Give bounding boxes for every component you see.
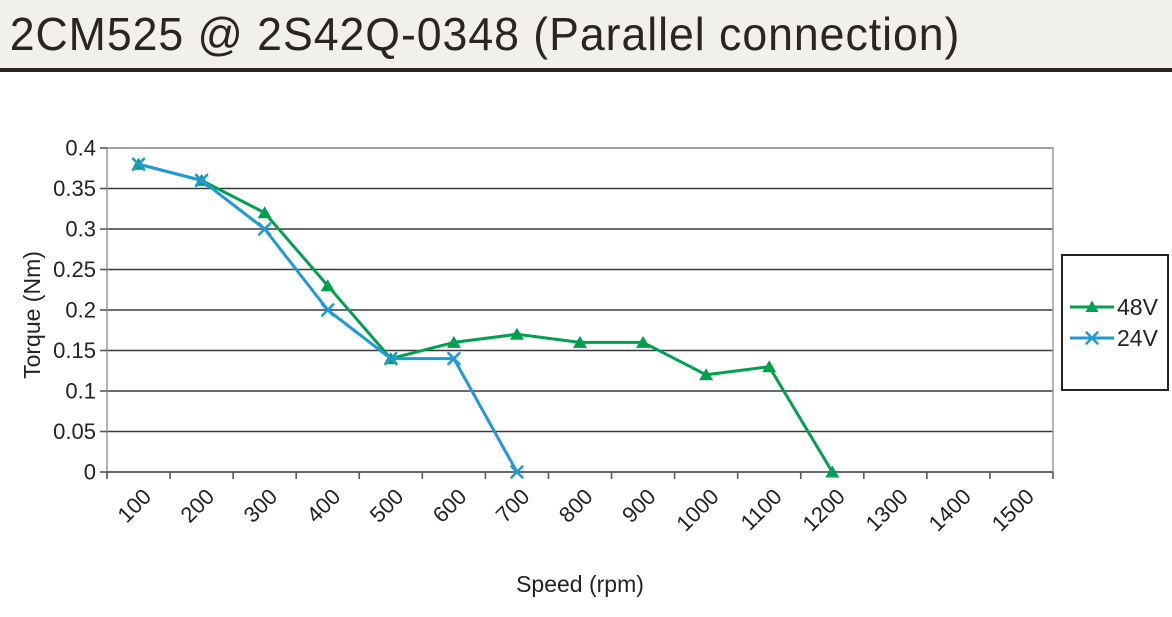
x-marker-icon bbox=[257, 222, 272, 236]
y-tick-label: 0.35 bbox=[53, 176, 96, 201]
x-marker-icon bbox=[1085, 331, 1099, 345]
x-marker-icon bbox=[510, 465, 524, 479]
triangle-marker-icon bbox=[509, 327, 524, 340]
triangle-marker-icon bbox=[320, 279, 335, 292]
legend-item-48v: 48V bbox=[1070, 294, 1159, 320]
series-group bbox=[131, 157, 840, 479]
x-axis-title: Speed (rpm) bbox=[516, 571, 644, 597]
x-tick-label: 1500 bbox=[987, 484, 1039, 536]
triangle-marker-icon bbox=[573, 335, 587, 348]
triangle-marker-icon bbox=[636, 335, 651, 348]
series-24v bbox=[131, 157, 524, 479]
chart-title: 2CM525 @ 2S42Q-0348 (Parallel connection… bbox=[9, 8, 961, 60]
x-tick-label: 1200 bbox=[798, 484, 850, 536]
triangle-marker-icon bbox=[257, 206, 272, 219]
y-tick-label: 0.05 bbox=[53, 419, 96, 444]
x-tick-label: 1000 bbox=[671, 484, 723, 536]
x-tick-label: 400 bbox=[302, 484, 346, 528]
x-marker-icon bbox=[320, 303, 335, 317]
tick-label-group: 0 0.05 0.1 0.15 0.2 0.25 0.3 0.35 0.4 100 200 300 40… bbox=[53, 136, 1039, 537]
y-tick-label: 0.2 bbox=[65, 298, 96, 323]
legend-label-24v: 24V bbox=[1117, 325, 1159, 351]
y-tick-label: 0.25 bbox=[53, 257, 96, 282]
x-tick-label: 1300 bbox=[861, 484, 913, 536]
y-axis-title: Torque (Nm) bbox=[19, 251, 45, 379]
axis-group bbox=[100, 147, 1054, 479]
x-marker-icon bbox=[384, 351, 398, 366]
x-tick-label: 500 bbox=[365, 484, 409, 528]
y-tick-label: 0.1 bbox=[65, 379, 96, 404]
y-tick-label: 0.3 bbox=[65, 217, 96, 242]
y-tick-label: 0 bbox=[84, 460, 96, 485]
x-tick-label: 800 bbox=[554, 484, 598, 528]
y-tick-label: 0.15 bbox=[53, 338, 96, 363]
triangle-marker-icon bbox=[762, 360, 777, 373]
series-line-24v bbox=[137, 162, 519, 474]
chart-svg: 0 0.05 0.1 0.15 0.2 0.25 0.3 0.35 0.4 100 200 300 40… bbox=[19, 136, 1169, 597]
series-48v bbox=[131, 157, 840, 478]
x-tick-label: 900 bbox=[617, 484, 661, 528]
chart-header: 2CM525 @ 2S42Q-0348 (Parallel connection… bbox=[0, 0, 1172, 72]
legend-label-48v: 48V bbox=[1117, 294, 1159, 320]
x-marker-icon bbox=[131, 157, 146, 171]
triangle-marker-icon bbox=[825, 465, 840, 478]
x-tick-label: 300 bbox=[239, 484, 283, 528]
gridlines-group bbox=[107, 147, 1053, 473]
x-marker-icon bbox=[447, 351, 461, 366]
triangle-marker-icon bbox=[699, 368, 714, 381]
triangle-marker-icon bbox=[1085, 300, 1099, 312]
series-line-48v bbox=[137, 162, 834, 474]
triangle-marker-icon bbox=[446, 335, 461, 348]
x-tick-label: 100 bbox=[112, 484, 156, 528]
x-tick-label: 700 bbox=[491, 484, 535, 528]
x-tick-label: 1400 bbox=[924, 484, 976, 536]
legend: 48V 24V bbox=[1061, 254, 1169, 391]
chart-area: 0 0.05 0.1 0.15 0.2 0.25 0.3 0.35 0.4 100 200 300 40… bbox=[0, 72, 1172, 617]
x-tick-label: 600 bbox=[428, 484, 472, 528]
x-tick-label: 200 bbox=[175, 484, 219, 528]
y-tick-label: 0.4 bbox=[65, 136, 96, 161]
x-marker-icon bbox=[194, 173, 209, 188]
legend-item-24v: 24V bbox=[1070, 325, 1159, 351]
legend-box bbox=[1061, 254, 1169, 391]
x-tick-label: 1100 bbox=[736, 484, 787, 535]
